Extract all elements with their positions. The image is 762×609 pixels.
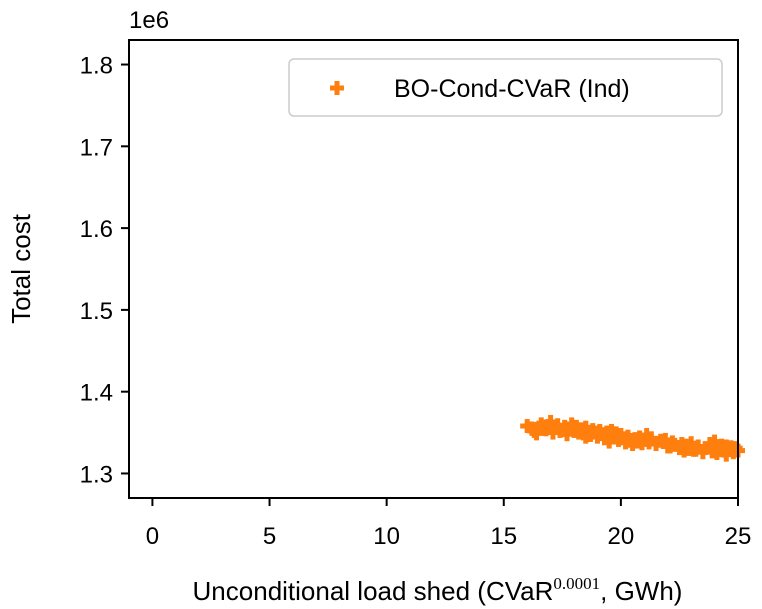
ticks-layer: 0 5 10 15 20 25 1.3 1.4 1.5 1.6 1.7 1.8 xyxy=(80,53,752,550)
y-tick-label: 1.6 xyxy=(80,216,113,243)
y-tick-label: 1.8 xyxy=(80,53,113,80)
data-point xyxy=(707,434,722,449)
x-axis-label-suffix: , GWh) xyxy=(600,576,682,606)
data-point xyxy=(644,431,659,446)
data-point xyxy=(529,426,544,441)
plot-frame xyxy=(128,39,739,499)
x-axis-label: Unconditional load shed (CVaR0.0001, GWh… xyxy=(193,574,683,606)
data-point xyxy=(639,428,654,443)
data-point xyxy=(686,442,701,457)
data-point xyxy=(691,439,706,454)
data-point xyxy=(698,441,713,456)
x-tick-label: 25 xyxy=(725,523,752,550)
y-tick-label: 1.7 xyxy=(80,134,113,161)
data-point xyxy=(543,414,558,429)
y-tick-label: 1.4 xyxy=(80,380,113,407)
data-point xyxy=(534,417,549,432)
data-point xyxy=(552,423,567,438)
y-tick-label: 1.5 xyxy=(80,298,113,325)
x-tick-label: 10 xyxy=(373,523,400,550)
y-offset-text: 1e6 xyxy=(129,7,169,34)
legend-box xyxy=(288,58,723,117)
y-tick-label: 1.3 xyxy=(80,461,113,488)
data-point xyxy=(719,439,734,454)
data-point xyxy=(663,439,678,454)
x-tick-label: 0 xyxy=(146,523,159,550)
x-tick-label: 5 xyxy=(263,523,276,550)
x-axis-label-prefix: Unconditional load shed (CVaR xyxy=(193,576,554,606)
legend-marker-plus-icon xyxy=(330,81,344,95)
legend-plus-marker xyxy=(330,81,344,95)
y-axis-label: Total cost xyxy=(6,213,36,324)
x-axis-label-sup: 0.0001 xyxy=(553,574,600,593)
points-layer xyxy=(520,414,745,462)
data-point xyxy=(578,429,593,444)
legend-label: BO-Cond-CVaR (Ind) xyxy=(394,75,630,103)
data-point xyxy=(602,434,617,449)
x-tick-label: 20 xyxy=(608,523,635,550)
legend: BO-Cond-CVaR (Ind) xyxy=(288,58,723,117)
x-tick-label: 15 xyxy=(490,523,517,550)
data-point xyxy=(649,437,664,452)
data-point xyxy=(625,432,640,447)
